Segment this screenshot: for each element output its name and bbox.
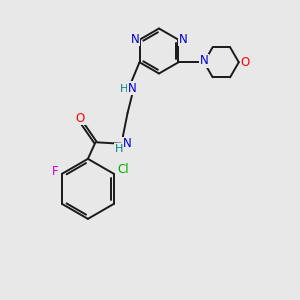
Text: F: F [52, 165, 59, 178]
Text: N: N [200, 54, 208, 67]
Text: N: N [130, 33, 140, 46]
Text: N: N [122, 137, 131, 150]
Text: O: O [76, 112, 85, 125]
Text: H: H [115, 144, 123, 154]
Text: H: H [120, 84, 129, 94]
Text: N: N [128, 82, 136, 95]
Text: Cl: Cl [118, 163, 129, 176]
Text: O: O [241, 56, 250, 69]
Text: N: N [178, 33, 188, 46]
